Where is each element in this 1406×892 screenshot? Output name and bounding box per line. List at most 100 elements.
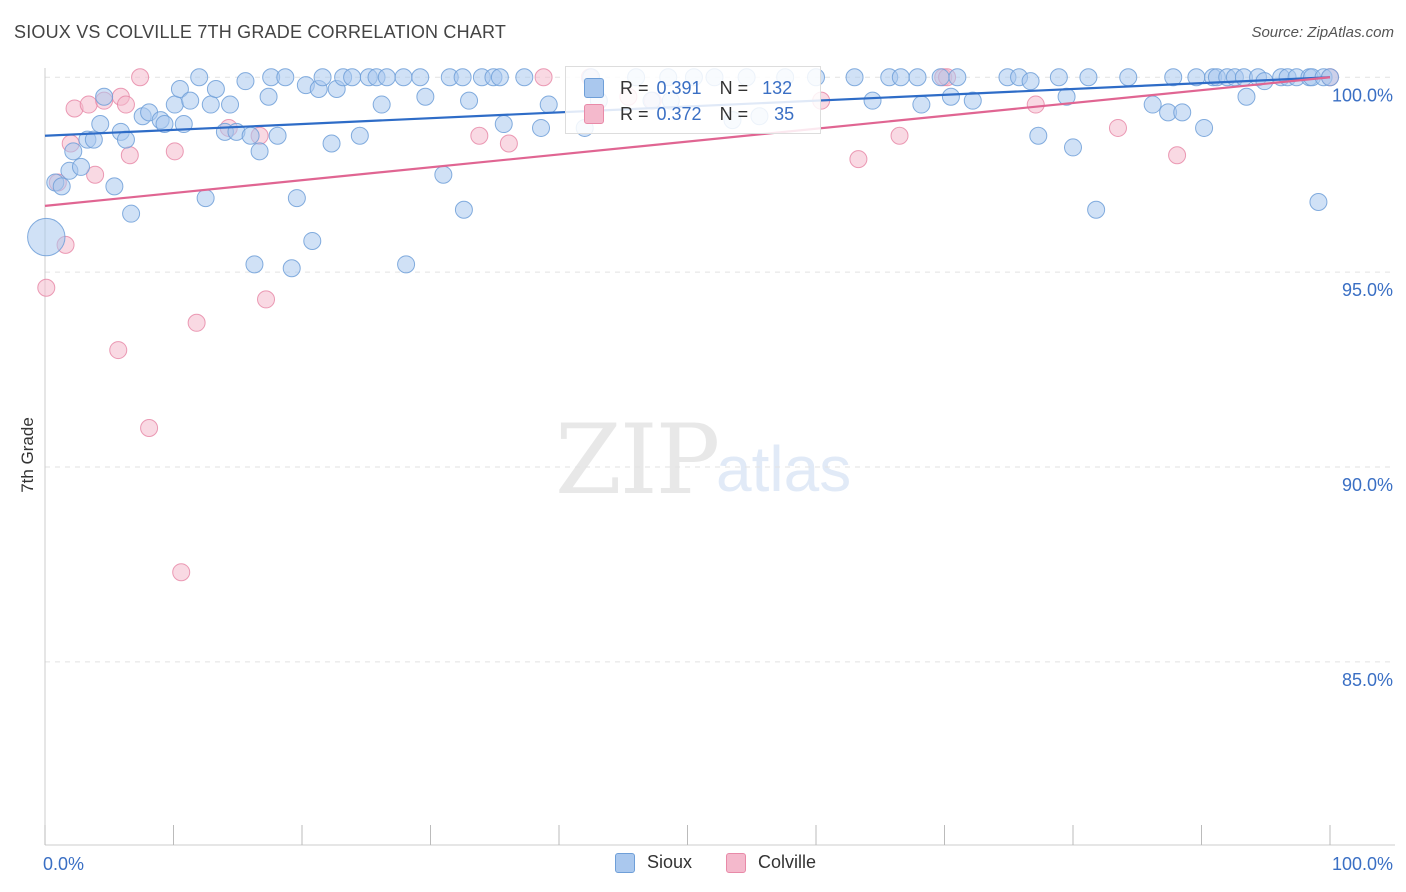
sioux-point	[1195, 118, 1214, 137]
colville-point	[534, 68, 553, 87]
sioux-point	[1237, 87, 1256, 106]
sioux-point	[1143, 95, 1162, 114]
sioux-point	[282, 259, 301, 278]
x-tick-label-max: 100.0%	[1332, 854, 1393, 874]
colville-point	[172, 563, 191, 582]
colville-point	[470, 126, 489, 145]
series-legend: Sioux Colville	[615, 852, 850, 873]
sioux-point	[303, 231, 322, 250]
colville-point	[109, 341, 128, 360]
colville-point	[37, 278, 56, 297]
sioux-point	[250, 142, 269, 161]
sioux-point	[1064, 138, 1082, 157]
colville-swatch	[584, 104, 604, 124]
sioux-point	[891, 68, 910, 87]
legend-row-sioux: R = 0.391 N = 132	[584, 77, 792, 99]
sioux-point	[52, 177, 71, 196]
sioux-point	[539, 95, 558, 114]
stats-legend: R = 0.391 N = 132 R = 0.372 N = 35	[565, 66, 821, 134]
colville-point	[140, 419, 159, 438]
sioux-point	[259, 87, 278, 106]
legend-item-sioux[interactable]: Sioux	[615, 852, 692, 873]
sioux-legend-label: Sioux	[647, 852, 693, 872]
sioux-point	[1119, 68, 1138, 87]
sioux-point	[116, 130, 135, 149]
sioux-point	[494, 115, 513, 134]
sioux-point	[343, 68, 362, 87]
legend-r-label: R =	[620, 103, 649, 124]
sioux-point	[963, 91, 982, 110]
sioux-point	[276, 68, 295, 87]
colville-point	[116, 95, 135, 114]
colville-point	[79, 95, 98, 114]
sioux-point	[1021, 72, 1040, 91]
sioux-point	[206, 79, 225, 98]
sioux-point	[377, 68, 396, 87]
points-layer	[27, 68, 1339, 582]
sioux-legend-swatch	[615, 852, 635, 873]
sioux-point	[416, 87, 435, 106]
colville-point	[1108, 118, 1127, 137]
colville-legend-swatch	[726, 852, 747, 873]
colville-point	[131, 68, 150, 87]
x-tick-label-min: 0.0%	[43, 854, 84, 874]
grid-layer	[45, 76, 1395, 663]
sioux-point	[1164, 68, 1183, 87]
legend-r-value: 0.372	[656, 103, 702, 124]
sioux-point	[313, 68, 332, 87]
sioux-point	[931, 68, 950, 87]
sioux-point	[863, 91, 882, 110]
sioux-point	[1079, 68, 1098, 87]
sioux-point	[1049, 68, 1068, 87]
watermark-atlas: atlas	[716, 433, 852, 505]
sioux-swatch	[584, 78, 604, 98]
sioux-point	[941, 87, 960, 106]
colville-trendline	[44, 76, 1331, 207]
sioux-point	[1309, 192, 1328, 211]
colville-point	[187, 313, 206, 332]
source-label: Source: ZipAtlas.com	[1251, 24, 1394, 41]
colville-point	[1168, 146, 1187, 165]
sioux-point	[454, 200, 473, 219]
chart-title: SIOUX VS COLVILLE 7TH GRADE CORRELATION …	[14, 22, 507, 42]
sioux-point	[268, 126, 287, 145]
legend-n-label: N =	[719, 77, 749, 98]
sioux-point	[196, 189, 215, 208]
sioux-point	[91, 115, 110, 134]
sioux-point	[322, 134, 341, 153]
sioux-point	[515, 68, 534, 87]
sioux-point	[245, 255, 264, 274]
sioux-point	[434, 165, 453, 184]
sioux-point	[27, 217, 66, 257]
sioux-point	[397, 255, 416, 274]
sioux-point	[460, 91, 479, 110]
legend-r-label: R =	[620, 77, 649, 98]
watermark-zip: ZIP	[555, 404, 720, 516]
y-tick-label: 85.0%	[1342, 670, 1393, 690]
sioux-point	[394, 68, 413, 87]
sioux-point	[181, 91, 200, 110]
legend-n-label: N =	[719, 103, 749, 124]
tick-label-layer: 100.0% 95.0% 90.0% 85.0% 0.0% 100.0%	[43, 85, 1393, 874]
sioux-point	[236, 72, 255, 91]
sioux-point	[287, 189, 306, 208]
axis-layer	[44, 68, 1395, 846]
sioux-point	[170, 79, 189, 98]
sioux-point	[912, 95, 931, 114]
sioux-point	[95, 87, 114, 106]
sioux-point	[201, 95, 220, 114]
sioux-point	[1087, 200, 1106, 219]
sioux-point	[155, 115, 174, 134]
sioux-point	[221, 95, 240, 114]
legend-item-colville[interactable]: Colville	[726, 852, 816, 873]
colville-point	[165, 142, 184, 161]
sioux-point	[64, 142, 83, 161]
sioux-point	[845, 68, 864, 87]
sioux-point	[241, 126, 260, 145]
y-tick-label: 100.0%	[1332, 85, 1393, 105]
legend-n-value: 132	[762, 77, 793, 98]
colville-point	[120, 146, 139, 165]
sioux-point	[84, 130, 103, 149]
sioux-point	[908, 68, 927, 87]
